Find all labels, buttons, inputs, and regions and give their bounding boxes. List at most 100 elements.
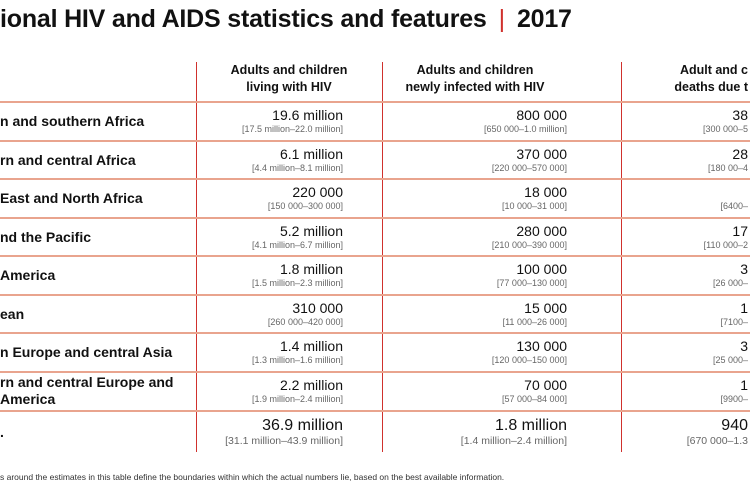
estimate-value: 310 000 [292, 300, 343, 316]
estimate-range: [650 000–1.0 million] [483, 124, 567, 134]
estimate-value: 280 000 [516, 223, 567, 239]
estimate-range: [150 000–300 000] [267, 201, 343, 211]
header-line: Adults and children [416, 63, 534, 77]
estimate-range: [670 000–1.3 [686, 435, 748, 447]
data-cell: 800 000 [650 000–1.0 million] [484, 107, 567, 135]
data-cell: 100 000 [77 000–130 000] [497, 261, 567, 289]
estimate-range: [1.4 million–2.4 million] [460, 435, 567, 447]
estimate-value: 370 000 [516, 146, 567, 162]
region-label: rn and central Europe and America [0, 374, 173, 408]
estimate-value: 28 [732, 146, 748, 162]
estimate-range: [6400– [720, 201, 748, 211]
estimate-value: 36.9 million [262, 417, 343, 434]
data-cell: 1.8 million [1.4 million–2.4 million] [461, 416, 567, 447]
estimate-value: 2.2 million [279, 377, 343, 393]
column-header: Adults and children newly infected with H… [385, 62, 565, 96]
data-cell: 2.2 million [1.9 million–2.4 million] [252, 377, 343, 405]
page-title: ional HIV and AIDS statistics and featur… [0, 5, 572, 34]
estimate-value: 70 000 [524, 377, 567, 393]
data-cell: 70 000 [57 000–84 000] [502, 377, 567, 405]
region-label: rn and central Africa [0, 152, 136, 169]
estimate-range: [25 000– [712, 355, 748, 365]
estimate-value: 220 000 [292, 184, 343, 200]
data-cell: [6400– [720, 184, 748, 212]
estimate-range: [7100– [720, 317, 748, 327]
region-line: . [0, 423, 4, 440]
estimate-range: [210 000–390 000] [491, 240, 567, 250]
data-cell: 17 [110 000–2 [704, 223, 748, 251]
data-cell: 1 [9900– [720, 377, 748, 405]
column-divider [196, 62, 197, 452]
estimate-range: [17.5 million–22.0 million] [241, 124, 343, 134]
title-year: 2017 [516, 5, 572, 33]
row-divider [0, 217, 750, 219]
estimate-value: 38 [732, 107, 748, 123]
data-cell: 15 000 [11 000–26 000] [503, 300, 567, 328]
data-cell: 1.8 million [1.5 million–2.3 million] [252, 261, 343, 289]
estimate-range: [4.4 million–8.1 million] [251, 163, 343, 173]
data-cell: 220 000 [150 000–300 000] [268, 184, 343, 212]
estimate-value: 5.2 million [279, 223, 343, 239]
estimate-value: 3 [740, 261, 748, 277]
estimate-range: [31.1 million–43.9 million] [225, 435, 343, 447]
region-line: rn and central Europe and [0, 374, 174, 391]
estimate-range: [120 000–150 000] [491, 355, 567, 365]
estimate-value: 940 [721, 417, 748, 434]
data-cell: 28 [180 00–4 [708, 146, 748, 174]
row-divider [0, 140, 750, 142]
row-divider [0, 410, 750, 412]
estimate-range: [260 000–420 000] [267, 317, 343, 327]
estimate-value: 1.8 million [494, 417, 567, 434]
column-header: Adult and c deaths due t [674, 62, 748, 96]
column-header: Adults and children living with HIV [199, 62, 379, 96]
estimate-range: [4.1 million–6.7 million] [251, 240, 343, 250]
data-cell: 38 [300 000–5 [703, 107, 748, 135]
estimate-range: [110 000–2 [703, 240, 748, 250]
region-label: America [0, 267, 55, 284]
data-cell: 1.4 million [1.3 million–1.6 million] [252, 338, 343, 366]
data-cell: 3 [25 000– [713, 338, 748, 366]
region-line: ean [0, 305, 25, 322]
region-label: n Europe and central Asia [0, 344, 172, 361]
region-line: rn and central Africa [0, 151, 136, 168]
region-label: nd the Pacific [0, 229, 91, 246]
region-label: East and North Africa [0, 190, 143, 207]
column-divider [382, 62, 383, 452]
estimate-range: [26 000– [712, 278, 748, 288]
estimate-range: [1.5 million–2.3 million] [251, 278, 343, 288]
data-cell: 130 000 [120 000–150 000] [492, 338, 567, 366]
data-cell: 3 [26 000– [713, 261, 748, 289]
header-line: newly infected with HIV [405, 80, 545, 94]
region-line: America [0, 391, 56, 408]
header-line: Adults and children [230, 63, 348, 77]
estimate-value: 100 000 [516, 261, 567, 277]
estimate-value: 1.8 million [279, 261, 343, 277]
region-line: n and southern Africa [0, 112, 145, 129]
estimate-value [720, 184, 748, 200]
estimate-value: 19.6 million [272, 107, 343, 123]
data-cell: 310 000 [260 000–420 000] [268, 300, 343, 328]
row-divider [0, 332, 750, 334]
estimate-range: [57 000–84 000] [501, 394, 567, 404]
estimate-value: 1.4 million [279, 338, 343, 354]
region-line: n Europe and central Asia [0, 343, 173, 360]
data-cell: 280 000 [210 000–390 000] [492, 223, 567, 251]
row-divider [0, 294, 750, 296]
estimate-value: 3 [740, 338, 748, 354]
estimate-value: 1 [740, 300, 748, 316]
estimate-range: [77 000–130 000] [496, 278, 567, 288]
estimate-value: 17 [732, 223, 748, 239]
header-line: Adult and c [679, 63, 748, 77]
estimate-range: [9900– [720, 394, 748, 404]
region-label: ean [0, 306, 24, 323]
data-cell: 19.6 million [17.5 million–22.0 million] [242, 107, 343, 135]
estimate-value: 130 000 [516, 338, 567, 354]
estimate-range: [300 000–5 [702, 124, 748, 134]
region-line: America [0, 266, 56, 283]
region-label: n and southern Africa [0, 113, 144, 130]
region-line: East and North Africa [0, 189, 143, 206]
estimate-range: [10 000–31 000] [501, 201, 567, 211]
data-cell: 6.1 million [4.4 million–8.1 million] [252, 146, 343, 174]
region-line: nd the Pacific [0, 228, 92, 245]
row-divider [0, 255, 750, 257]
